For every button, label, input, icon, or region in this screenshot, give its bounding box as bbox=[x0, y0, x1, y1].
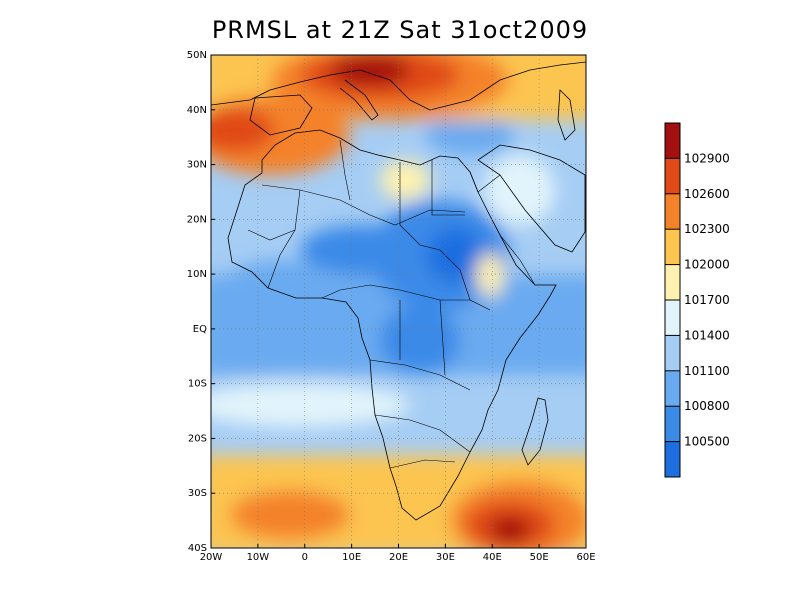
colorbar-label: 101100 bbox=[684, 364, 730, 378]
madagascar-coastline bbox=[521, 397, 549, 466]
field-low-congo bbox=[380, 305, 460, 375]
border-14 bbox=[469, 171, 501, 193]
field-high-atlantic-core bbox=[211, 108, 275, 152]
colorbar-label: 100800 bbox=[684, 399, 730, 413]
colorbar-label: 101700 bbox=[684, 293, 730, 307]
lon-tick-label: 10W bbox=[247, 552, 270, 563]
lon-tick-label: 40E bbox=[483, 552, 502, 563]
lat-tick-label: 10S bbox=[188, 379, 207, 390]
lon-tick-label: 30E bbox=[436, 552, 455, 563]
colorbar-label: 100500 bbox=[684, 435, 730, 449]
lat-tick-label: 50N bbox=[187, 50, 207, 61]
field-low-sahel bbox=[300, 225, 420, 275]
longitude-labels: 20W 10W 0 10E 20E 30E 40E 50E 60E bbox=[200, 544, 596, 563]
colorbar-label: 102300 bbox=[684, 222, 730, 236]
field-low-east-med bbox=[425, 115, 515, 155]
colorbar-label: 101400 bbox=[684, 328, 730, 342]
border-4 bbox=[431, 160, 465, 216]
colorbar-swatch bbox=[665, 123, 680, 159]
pressure-field bbox=[211, 55, 586, 548]
colorbar-swatch bbox=[665, 370, 680, 407]
colorbar-swatch bbox=[665, 193, 680, 230]
border-8 bbox=[369, 359, 471, 391]
lat-tick-label: 20N bbox=[187, 214, 207, 225]
field-light-south bbox=[211, 383, 410, 427]
lon-tick-label: 10E bbox=[342, 552, 361, 563]
field-low-core bbox=[427, 227, 483, 283]
border-2 bbox=[339, 139, 351, 201]
lat-tick-label: 40S bbox=[188, 543, 207, 554]
colorbar: 100500 100800 101100 101400 101700 102000 1023… bbox=[664, 122, 730, 478]
colorbar-label: 102000 bbox=[684, 258, 730, 272]
europe-coastline bbox=[211, 61, 586, 111]
lon-tick-label: 0 bbox=[302, 552, 308, 563]
border-10 bbox=[389, 459, 456, 469]
border-13 bbox=[499, 234, 536, 286]
border-7 bbox=[439, 249, 491, 311]
field-low-west bbox=[220, 260, 340, 320]
lat-tick-label: 10N bbox=[187, 269, 207, 280]
field-high-southatlantic bbox=[230, 490, 350, 540]
colorbar-swatch bbox=[665, 158, 680, 194]
border-15 bbox=[247, 229, 296, 241]
border-3 bbox=[399, 162, 441, 251]
country-borders bbox=[247, 139, 536, 469]
border-6 bbox=[321, 284, 470, 301]
lat-tick-label: 30N bbox=[187, 160, 207, 171]
colorbar-swatch bbox=[665, 229, 680, 265]
colorbar-swatch bbox=[665, 335, 680, 371]
lat-tick-label: 30S bbox=[188, 488, 207, 499]
lon-tick-label: 20E bbox=[389, 552, 408, 563]
border-5 bbox=[267, 189, 301, 289]
arabia-coastline bbox=[477, 144, 586, 253]
border-9 bbox=[374, 414, 471, 453]
field-light-arabia bbox=[485, 155, 555, 225]
lat-tick-label: 40N bbox=[187, 105, 207, 116]
field-high-southindian-core bbox=[490, 516, 530, 544]
lon-tick-label: 20W bbox=[200, 552, 223, 563]
lat-tick-label: EQ bbox=[193, 324, 207, 335]
lat-tick-label: 20S bbox=[188, 433, 207, 444]
field-high-europe-core bbox=[330, 55, 410, 86]
lon-tick-label: 50E bbox=[530, 552, 549, 563]
map-grid bbox=[211, 55, 586, 548]
caspian-coastline bbox=[557, 89, 576, 141]
iberia-coastline bbox=[249, 94, 313, 136]
map-title: PRMSL at 21Z Sat 31oct2009 bbox=[211, 16, 589, 44]
colorbar-swatch bbox=[665, 441, 680, 477]
colorbar-label: 102600 bbox=[684, 187, 730, 201]
latitude-labels: 50N 40N 30N 20N 10N EQ 10S 20S 30S 40S bbox=[187, 50, 215, 554]
colorbar-swatch bbox=[665, 264, 680, 300]
italy-coastline bbox=[339, 79, 379, 121]
colorbar-swatch bbox=[665, 406, 680, 442]
border-12 bbox=[439, 299, 446, 376]
colorbar-swatch bbox=[665, 300, 680, 336]
colorbar-label: 102900 bbox=[684, 151, 730, 165]
field-light-sahara bbox=[380, 160, 430, 200]
field-light-ethiopia bbox=[476, 253, 504, 297]
lon-tick-label: 60E bbox=[576, 552, 595, 563]
